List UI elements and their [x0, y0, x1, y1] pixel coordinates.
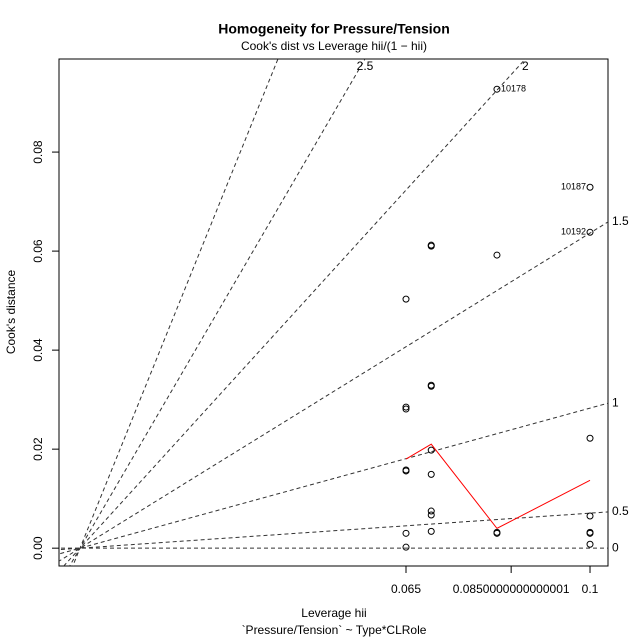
- chart-title: Homogeneity for Pressure/Tension: [218, 21, 450, 37]
- point: [586, 529, 594, 537]
- caption: `Pressure/Tension` ~ Type*CLRole: [242, 623, 427, 637]
- point: [427, 470, 435, 478]
- point: [493, 251, 501, 259]
- contour-label: 2.5: [357, 59, 374, 73]
- contour-line: [63, 59, 527, 566]
- contour-label: 0.5: [612, 504, 629, 518]
- contour-label: 2: [522, 59, 529, 73]
- y-tick-label: 0.08: [31, 140, 45, 164]
- point: [586, 183, 594, 191]
- contour-line: [59, 511, 608, 551]
- point: [402, 529, 410, 537]
- contour-label: 1: [612, 395, 619, 409]
- point: [427, 446, 435, 454]
- contour-label: 1.5: [612, 214, 629, 228]
- plot-frame: [58, 58, 609, 567]
- point: [427, 242, 435, 250]
- point: [586, 512, 594, 520]
- contour-line: [72, 59, 279, 566]
- point: [586, 540, 594, 548]
- point-label: 10192: [561, 227, 586, 237]
- x-tick-label: 0.1: [582, 582, 599, 596]
- contour-line: [69, 59, 366, 566]
- y-axis-label: Cook's distance: [4, 270, 18, 355]
- point: [427, 382, 435, 390]
- x-axis-label: Leverage hii: [301, 606, 366, 620]
- x-tick-label: 0.065: [391, 582, 421, 596]
- y-tick-label: 0.04: [31, 338, 45, 362]
- point: [402, 403, 410, 411]
- point: [402, 295, 410, 303]
- y-tick-label: 0.02: [31, 437, 45, 461]
- point-label: 10178: [501, 84, 526, 94]
- smooth-line: [405, 443, 591, 530]
- point: [427, 511, 435, 519]
- point: [586, 434, 594, 442]
- point: [493, 529, 501, 537]
- contours: [59, 59, 608, 566]
- y-tick-label: 0.00: [31, 536, 45, 560]
- x-tick-label: 0.0850000000000001: [453, 582, 570, 596]
- point: [586, 228, 594, 236]
- contour-line: [59, 402, 608, 555]
- point-label: 10187: [561, 182, 586, 192]
- point: [427, 507, 435, 515]
- chart-subtitle: Cook's dist vs Leverage hii/(1 − hii): [241, 39, 427, 53]
- point: [427, 527, 435, 535]
- point: [402, 543, 410, 551]
- contour-line: [59, 221, 608, 562]
- contour-label: 0: [612, 540, 619, 554]
- point: [402, 405, 410, 413]
- y-tick-label: 0.06: [31, 239, 45, 263]
- point: [493, 85, 501, 93]
- point: [402, 467, 410, 475]
